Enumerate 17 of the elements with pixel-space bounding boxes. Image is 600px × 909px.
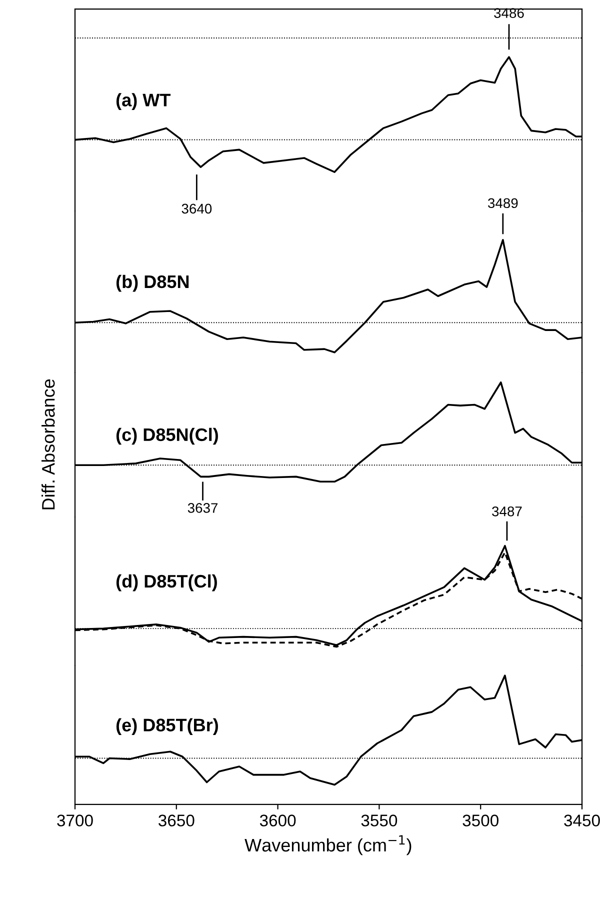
x-tick-label: 3500: [462, 814, 498, 826]
annotation: 3487: [492, 506, 522, 516]
x-axis-title: Wavenumber (cm$^{−1}$): [244, 835, 412, 856]
x-tick-label: 3650: [158, 814, 194, 826]
y-axis-title: Diff. Absorbance: [42, 379, 55, 510]
x-tick-label: 3450: [564, 814, 600, 826]
text: (c) D85N(Cl): [116, 428, 218, 445]
text: (e) D85T(Br): [116, 718, 218, 736]
annotation: 3637: [188, 503, 218, 513]
text: (d) D85T(Cl): [116, 574, 217, 592]
annotation: 3640: [182, 204, 212, 214]
x-tick-label: 3600: [260, 814, 296, 826]
text: (b) D85N: [116, 274, 189, 292]
x-tick-label: 3550: [361, 814, 398, 826]
text: (a) WT: [116, 93, 171, 110]
x-tick-label: 3700: [57, 814, 93, 826]
annotation: 3489: [488, 198, 518, 208]
